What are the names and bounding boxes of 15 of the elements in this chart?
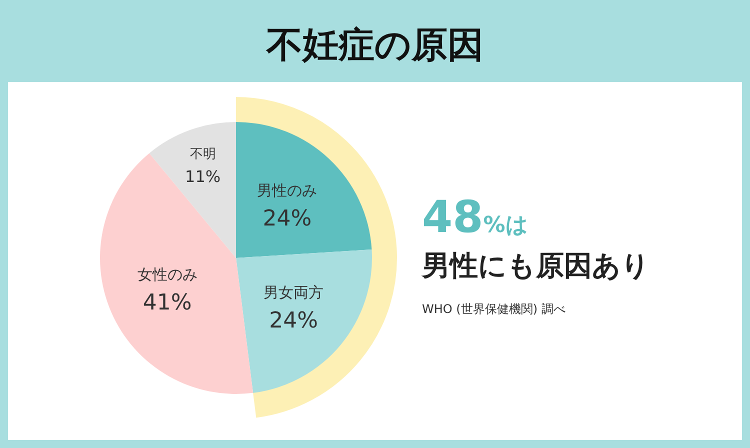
pie-slice bbox=[236, 122, 372, 258]
slice-label: 男女両方 bbox=[264, 284, 324, 302]
text: WHO (世界保健機関) 調べ bbox=[422, 302, 566, 316]
slice-label: 女性のみ bbox=[137, 266, 198, 284]
pie-slice bbox=[149, 122, 236, 258]
slice-label: 不明 bbox=[190, 146, 216, 162]
data-label: 24% bbox=[262, 206, 312, 232]
pie-slice bbox=[236, 249, 372, 393]
data-label: 24% bbox=[269, 308, 318, 334]
slice-label: 男性のみ bbox=[257, 181, 318, 200]
data-label: 41% bbox=[142, 290, 192, 316]
text: 男性にも原因あり bbox=[421, 249, 650, 282]
chart-title: 不妊症の原因 bbox=[266, 25, 484, 66]
text: 48%は bbox=[422, 192, 528, 243]
data-label: 11% bbox=[185, 166, 221, 186]
